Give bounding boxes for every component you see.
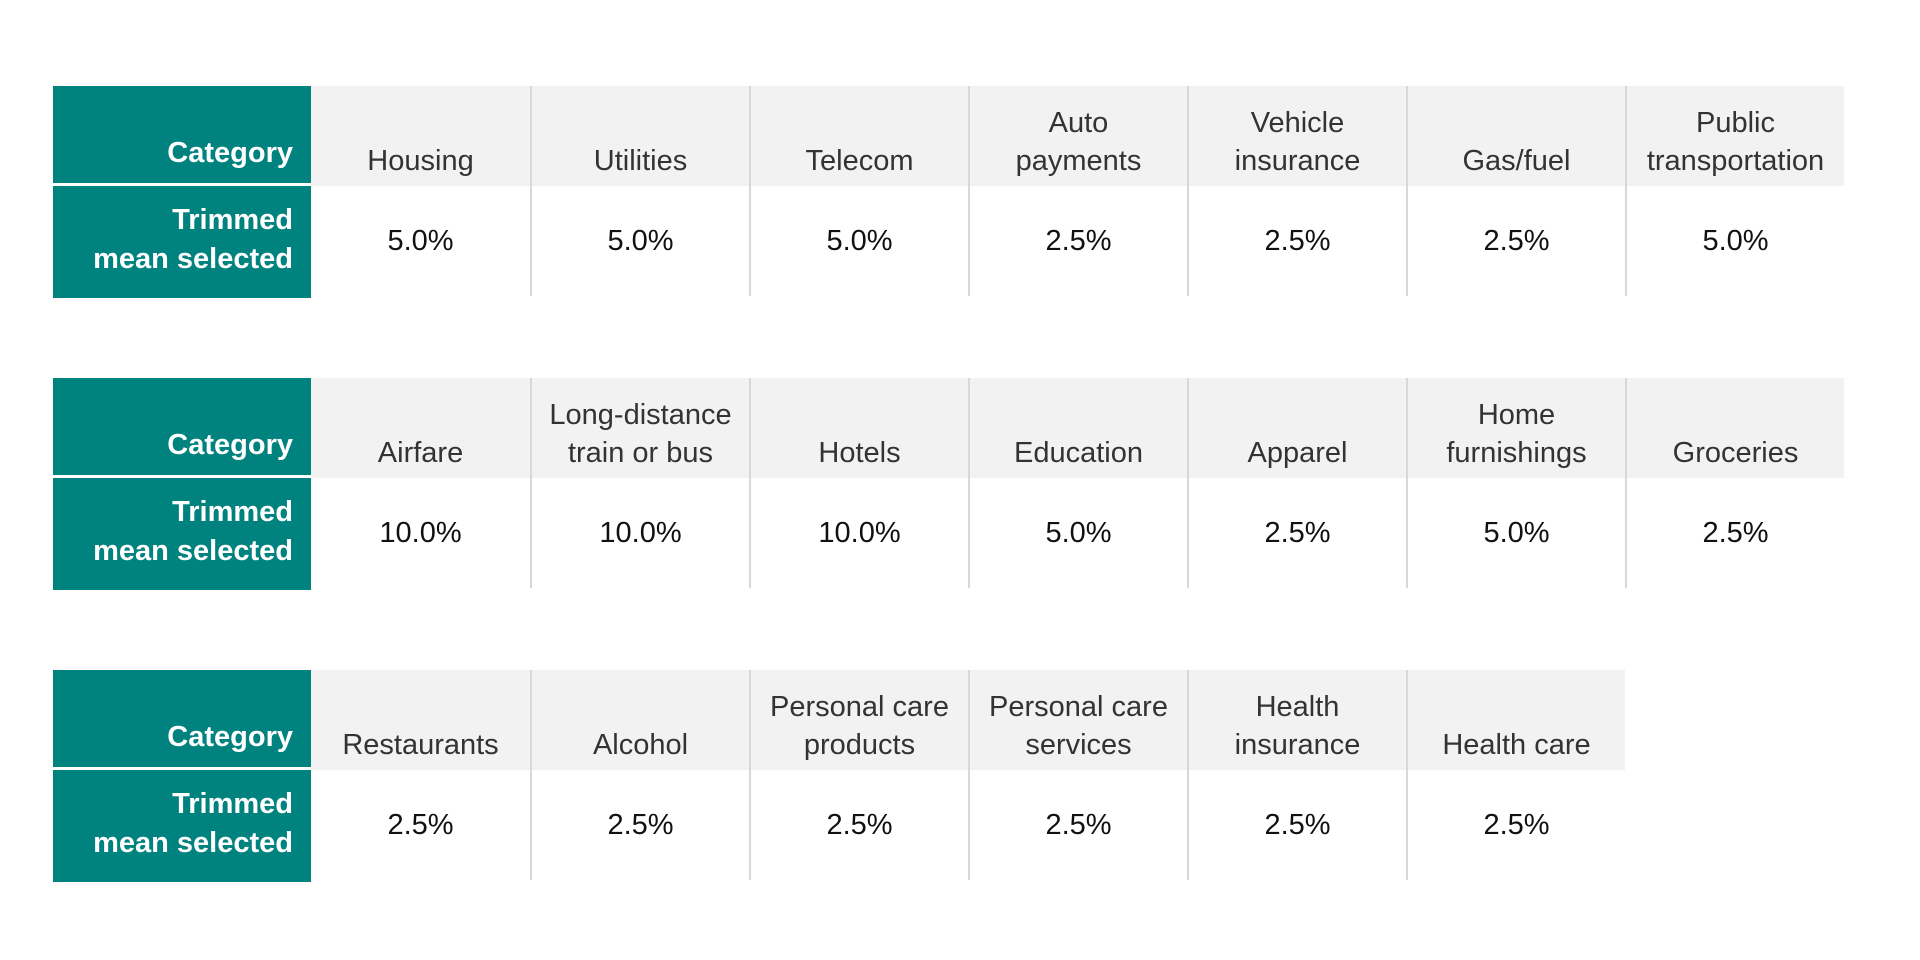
value-cell: 5.0% (968, 478, 1187, 588)
category-cell: Airfare (311, 378, 530, 478)
value-cell: 2.5% (387, 808, 454, 841)
category-cell: Alcohol (530, 670, 749, 770)
value-cell: 5.0% (1625, 186, 1844, 296)
category-cell: Health insurance (1187, 670, 1406, 770)
category-cell: Auto payments (968, 86, 1187, 186)
category-cell: Health care (1406, 670, 1625, 770)
category-row-header: Category (53, 670, 311, 770)
category-cell: Groceries (1625, 378, 1844, 478)
value-cell: 2.5% (1187, 478, 1406, 588)
category-cell: Apparel (1187, 378, 1406, 478)
value-cell: 2.5% (530, 770, 749, 880)
data-table: Category Restaurants Alcohol Personal care p… (53, 670, 1844, 882)
value-cell: 2.5% (1625, 478, 1844, 588)
value-cell: 5.0% (749, 186, 968, 296)
value-cell: 2.5% (749, 770, 968, 880)
value-cell: 10.0% (749, 478, 968, 588)
category-cell: Restaurants (311, 670, 530, 770)
category-cell: Gas/fuel (1406, 86, 1625, 186)
value-cell: 2.5% (1187, 770, 1406, 880)
category-cell: Personal care services (968, 670, 1187, 770)
category-cell: Utilities (530, 86, 749, 186)
category-cell: Telecom (749, 86, 968, 186)
category-cell: Education (968, 378, 1187, 478)
value-cell: 10.0% (379, 516, 462, 549)
empty-cell (1625, 670, 1844, 770)
empty-cell (1625, 770, 1844, 882)
category-cell: Housing (311, 86, 530, 186)
category-cell: Long-distance train or bus (530, 378, 749, 478)
category-cell: Home furnishings (1406, 378, 1625, 478)
trimmed-mean-row-header: Trimmed mean selected (53, 186, 311, 298)
value-cell: 2.5% (968, 186, 1187, 296)
value-cell: 5.0% (387, 224, 454, 257)
value-cell: 5.0% (1406, 478, 1625, 588)
value-cell: 5.0% (530, 186, 749, 296)
value-cell: 2.5% (1406, 186, 1625, 296)
trimmed-mean-row-header: Trimmed mean selected (53, 478, 311, 590)
category-cell: Personal care products (749, 670, 968, 770)
data-table: Category Housing Utilities Telecom Auto payme… (53, 86, 1844, 298)
trimmed-mean-row-header: Trimmed mean selected (53, 770, 311, 882)
data-table: Category Airfare Long-distance train or bus… (53, 378, 1844, 590)
value-cell: 10.0% (530, 478, 749, 588)
value-cell: 2.5% (968, 770, 1187, 880)
value-cell: 2.5% (1187, 186, 1406, 296)
category-cell: Public transportation (1625, 86, 1844, 186)
category-row-header: Category (53, 86, 311, 186)
category-row-header: Category (53, 378, 311, 478)
category-cell: Vehicle insurance (1187, 86, 1406, 186)
category-cell: Hotels (749, 378, 968, 478)
value-cell: 2.5% (1406, 770, 1625, 880)
